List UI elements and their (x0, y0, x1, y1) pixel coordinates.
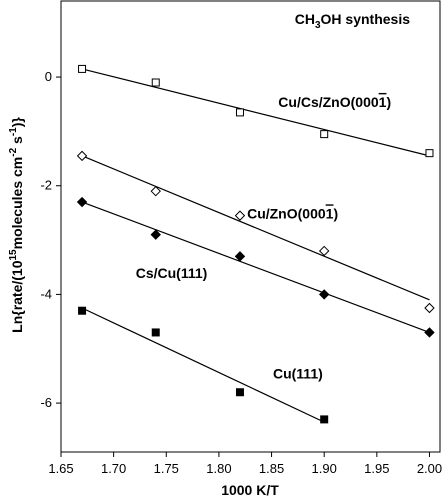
fit-lines (81, 68, 430, 423)
data-point-3-1 (151, 328, 160, 337)
fit-line-3 (81, 307, 325, 423)
data-point-1-3 (318, 245, 330, 257)
series-label-3: Cu(111) (273, 366, 323, 382)
data-point-0-2 (235, 108, 244, 117)
data-point-1-4 (424, 302, 435, 314)
series-label-0: Cu/Cs/ZnO(0001) (278, 94, 391, 110)
data-point-2-0 (76, 196, 88, 208)
y-axis-title: Ln{rate/(1015molecules cm-2 s-1)} (8, 117, 25, 333)
x-tick-label: 1.85 (259, 461, 284, 476)
data-point-1-2 (234, 210, 246, 221)
x-axis-title: 1000 K/T (221, 482, 279, 498)
x-tick-label: 2.00 (417, 461, 442, 476)
x-tick-label: 1.90 (312, 461, 337, 476)
data-point-0-4 (425, 149, 434, 158)
chart-title: CH3OH synthesis (295, 11, 410, 31)
data-point-2-2 (234, 251, 246, 262)
x-tick-label: 1.75 (154, 461, 179, 476)
data-point-0-1 (151, 78, 160, 87)
data-point-2-1 (150, 229, 161, 240)
plot-frame (60, 0, 441, 453)
data-point-3-0 (78, 306, 87, 315)
data-markers (76, 64, 435, 424)
x-tick-label: 1.80 (206, 461, 231, 476)
series-label-1: Cu/ZnO(0001) (247, 205, 338, 221)
x-tick-label: 1.70 (101, 461, 126, 476)
series-labels: Cu/Cs/ZnO(0001) Cu/ZnO(0001) Cs/Cu(111) Cu(… (136, 94, 391, 382)
x-tick-label: 1.95 (364, 461, 389, 476)
data-point-1-0 (76, 150, 88, 162)
y-tick-label: -6 (40, 395, 52, 410)
data-point-3-3 (320, 415, 329, 424)
data-point-2-4 (424, 327, 435, 338)
data-point-3-2 (235, 388, 244, 397)
data-point-0-0 (78, 64, 87, 73)
y-tick-label: -4 (40, 286, 52, 301)
fit-line-2 (81, 201, 430, 334)
y-tick-label: -2 (40, 178, 52, 193)
data-point-0-3 (320, 130, 329, 139)
fit-line-1 (81, 155, 430, 301)
axis-ticks: 1.65 1.70 1.75 1.80 1.85 1.90 1.95 2.00 0 -2 -4 -6 (40, 69, 442, 476)
fit-line-0 (81, 68, 430, 157)
x-tick-label: 1.65 (48, 461, 73, 476)
data-point-1-1 (150, 185, 161, 197)
data-point-2-3 (318, 289, 330, 300)
y-tick-label: 0 (45, 69, 52, 84)
series-label-2: Cs/Cu(111) (136, 265, 208, 281)
